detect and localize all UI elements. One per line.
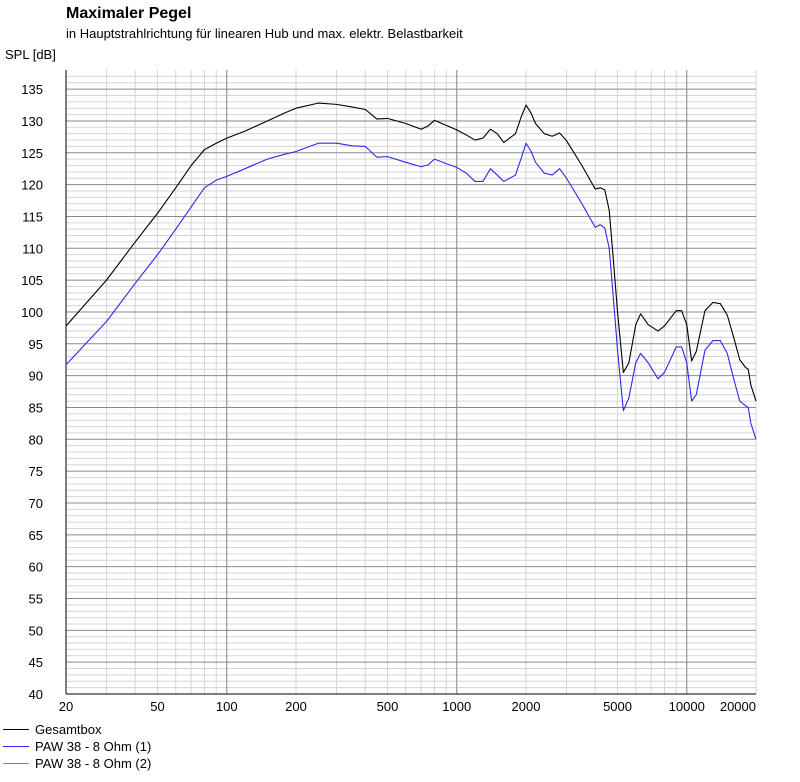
y-tick-label: 45	[29, 655, 43, 670]
legend: Gesamtbox PAW 38 - 8 Ohm (1) PAW 38 - 8 Oh…	[3, 721, 151, 772]
y-tick-label: 95	[29, 337, 43, 352]
series	[65, 102, 757, 440]
y-tick-label: 60	[29, 560, 43, 575]
y-tick-label: 125	[21, 146, 43, 161]
x-tick-label: 10000	[669, 699, 705, 714]
series-line-2	[65, 142, 757, 440]
axes: 40 45 50 55 60 65 70 75 80 85 90 95 100 105 110 115 120 1…	[21, 70, 756, 714]
y-tick-label: 75	[29, 464, 43, 479]
x-tick-label: 100	[216, 699, 238, 714]
legend-item: PAW 38 - 8 Ohm (1)	[3, 738, 151, 755]
y-tick-label: 120	[21, 178, 43, 193]
y-tick-label: 70	[29, 496, 43, 511]
legend-label: PAW 38 - 8 Ohm (1)	[35, 739, 152, 754]
x-tick-label: 1000	[442, 699, 471, 714]
y-tick-label: 105	[21, 273, 43, 288]
legend-label: Gesamtbox	[35, 722, 102, 737]
legend-label: PAW 38 - 8 Ohm (2)	[35, 756, 152, 771]
legend-item: Gesamtbox	[3, 721, 151, 738]
y-tick-label: 80	[29, 432, 43, 447]
y-tick-label: 135	[21, 82, 43, 97]
grid	[65, 70, 757, 695]
legend-item: PAW 38 - 8 Ohm (2)	[3, 755, 151, 772]
y-tick-label: 55	[29, 591, 43, 606]
x-tick-label: 200	[285, 699, 307, 714]
y-axis-label: SPL [dB]	[5, 47, 56, 62]
x-tick-label: 50	[150, 699, 164, 714]
y-tick-label: 85	[29, 400, 43, 415]
x-tick-label: 20000	[720, 699, 756, 714]
series-line-1	[65, 102, 757, 402]
x-tick-label: 2000	[512, 699, 541, 714]
x-tick-label: 5000	[603, 699, 632, 714]
chart-subtitle: in Hauptstrahlrichtung für linearen Hub …	[66, 26, 463, 41]
x-tick-label: 500	[377, 699, 399, 714]
y-tick-label: 115	[22, 209, 43, 224]
y-tick-label: 110	[22, 241, 43, 256]
y-tick-label: 65	[29, 528, 43, 543]
y-tick-label: 40	[29, 687, 43, 702]
legend-swatch	[3, 763, 29, 764]
y-tick-label: 130	[21, 114, 43, 129]
x-tick-label: 20	[59, 699, 73, 714]
y-tick-label: 50	[29, 623, 43, 638]
legend-swatch	[3, 746, 29, 747]
y-tick-label: 100	[21, 305, 43, 320]
chart-title: Maximaler Pegel	[66, 5, 192, 22]
y-tick-label: 90	[29, 369, 43, 384]
legend-swatch	[3, 729, 29, 730]
